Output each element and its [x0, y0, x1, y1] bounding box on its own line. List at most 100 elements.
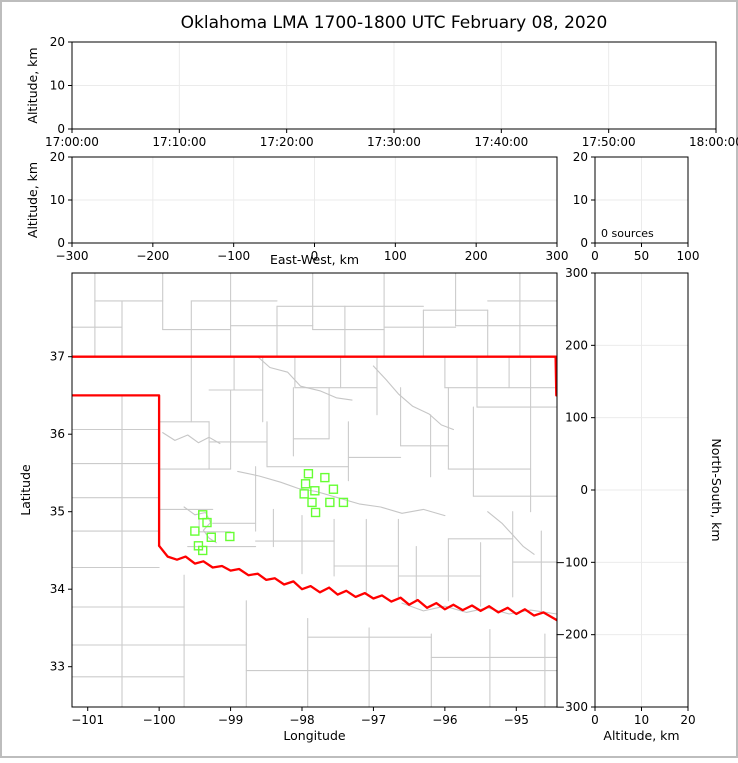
- y-tick-label: 35: [50, 505, 65, 519]
- panel-ns-height-panel: 0 10 20 −300 −200 −100 0 100 200 300: [555, 266, 696, 727]
- y-tick-label: 10: [573, 193, 588, 207]
- x-tick-label: −95: [504, 713, 529, 727]
- y-ticks: 0 10 20: [50, 35, 72, 136]
- map-layers: [72, 273, 557, 707]
- x-tick-label: −99: [218, 713, 243, 727]
- y-tick-label: 10: [50, 79, 65, 93]
- ew-height-ylabel: Altitude, km: [25, 162, 40, 238]
- x-ticks: −101 −100 −99 −98 −97 −96 −95: [71, 707, 529, 727]
- lma-station-marker: [303, 469, 314, 479]
- lma-station-marker: [338, 497, 349, 508]
- x-tick-label: −100: [217, 249, 250, 263]
- x-tick-label: 17:40:00: [474, 135, 528, 149]
- y-ticks: 0 10 20: [573, 150, 595, 250]
- y-tick-label: 37: [50, 350, 65, 364]
- y-tick-label: 36: [50, 427, 65, 441]
- x-tick-label: 18:00:00: [689, 135, 738, 149]
- x-tick-label: 10: [634, 713, 649, 727]
- lma-stations-layer: [190, 469, 349, 556]
- x-tick-label: −300: [56, 249, 89, 263]
- river-line: [162, 432, 221, 445]
- y-tick-label: 200: [565, 338, 588, 352]
- lma-station-marker: [190, 526, 200, 536]
- x-tick-label: 0: [591, 713, 599, 727]
- y-ticks: 0 10 20: [50, 150, 72, 250]
- lma-station-marker: [300, 479, 311, 489]
- y-tick-label: 20: [50, 35, 65, 49]
- river-line: [237, 470, 446, 517]
- lma-station-marker: [299, 489, 309, 499]
- y-tick-label: 20: [50, 150, 65, 164]
- y-tick-label: 33: [50, 660, 65, 674]
- y-tick-label: 0: [580, 236, 588, 250]
- lma-station-marker: [320, 472, 330, 483]
- x-tick-label: −101: [71, 713, 104, 727]
- panel-time-height-panel: 17:00:00 17:10:00 17:20:00 17:30:00 17:40:00…: [45, 35, 738, 149]
- river-line: [257, 356, 353, 401]
- time-height-ylabel: Altitude, km: [25, 47, 40, 123]
- ew-height-xlabel: East-West, km: [270, 252, 359, 267]
- gridlines: [595, 157, 688, 243]
- x-tick-label: −97: [361, 713, 386, 727]
- panel-altitude-histogram-panel: 0 50 100 0 10 20: [573, 150, 700, 263]
- x-tick-label: 17:00:00: [45, 135, 99, 149]
- x-tick-label: −98: [289, 713, 314, 727]
- lma-station-marker: [198, 545, 208, 556]
- plan-view-xlabel: Longitude: [283, 728, 345, 743]
- x-tick-label: 200: [465, 249, 488, 263]
- x-tick-label: 17:30:00: [367, 135, 421, 149]
- gridlines: [72, 42, 716, 129]
- lma-station-marker: [325, 497, 335, 508]
- x-ticks: 0 50 100: [591, 243, 699, 263]
- y-tick-label: 0: [57, 236, 65, 250]
- x-tick-label: −200: [136, 249, 169, 263]
- axes-spines: [71, 272, 558, 708]
- lma-station-marker: [310, 486, 320, 496]
- x-tick-label: 0: [591, 249, 599, 263]
- county-boundaries-layer: [72, 273, 557, 707]
- state-border-line: [72, 394, 161, 547]
- x-tick-label: 17:10:00: [152, 135, 206, 149]
- ns-height-xlabel: Altitude, km: [603, 728, 679, 743]
- x-tick-label: 100: [384, 249, 407, 263]
- lma-station-marker: [307, 497, 317, 508]
- y-tick-label: −300: [555, 700, 588, 714]
- lma-station-marker: [328, 484, 339, 494]
- panel-ew-height-panel: −300 −200 −100 0 100 200 300 0 10 20: [50, 150, 569, 263]
- x-ticks: 0 10 20: [591, 707, 696, 727]
- panels-render-layer: 17:00:00 17:10:00 17:20:00 17:30:00 17:40:00…: [45, 35, 738, 727]
- y-tick-label: 34: [50, 582, 65, 596]
- gridlines: [72, 157, 557, 243]
- y-ticks: 33 34 35 36 37: [50, 350, 72, 674]
- source-count-annotation: 0 sources: [601, 227, 654, 240]
- y-tick-label: 100: [565, 411, 588, 425]
- state-border-line: [554, 355, 557, 397]
- y-tick-label: 0: [57, 122, 65, 136]
- x-ticks: 17:00:00 17:10:00 17:20:00 17:30:00 17:40:00…: [45, 129, 738, 149]
- x-tick-label: 100: [677, 249, 700, 263]
- y-tick-label: 10: [50, 193, 65, 207]
- lma-station-marker: [310, 507, 321, 518]
- lma-station-marker: [202, 517, 212, 528]
- y-tick-label: 0: [580, 483, 588, 497]
- figure-title: Oklahoma LMA 1700-1800 UTC February 08, …: [181, 13, 608, 33]
- gridlines: [595, 273, 688, 707]
- ns-height-ylabel: North-South, km: [709, 438, 724, 541]
- x-tick-label: 0: [311, 249, 319, 263]
- lma-station-marker: [225, 531, 235, 542]
- y-ticks: −300 −200 −100 0 100 200 300: [555, 266, 595, 714]
- x-ticks: −300 −200 −100 0 100 200 300: [56, 243, 569, 263]
- x-tick-label: 300: [546, 249, 569, 263]
- plan-view-ylabel: Latitude: [18, 464, 33, 516]
- x-tick-label: −96: [432, 713, 457, 727]
- x-tick-label: 17:20:00: [260, 135, 314, 149]
- river-line: [487, 511, 535, 555]
- oklahoma-state-border-layer: [72, 355, 557, 622]
- y-tick-label: −100: [555, 555, 588, 569]
- x-tick-label: 17:50:00: [582, 135, 636, 149]
- panel-plan-view-map: −101 −100 −99 −98 −97 −96 −95 33 34 35 36 37: [50, 272, 558, 727]
- y-tick-label: 20: [573, 150, 588, 164]
- y-tick-label: 300: [565, 266, 588, 280]
- state-border-line: [157, 544, 557, 622]
